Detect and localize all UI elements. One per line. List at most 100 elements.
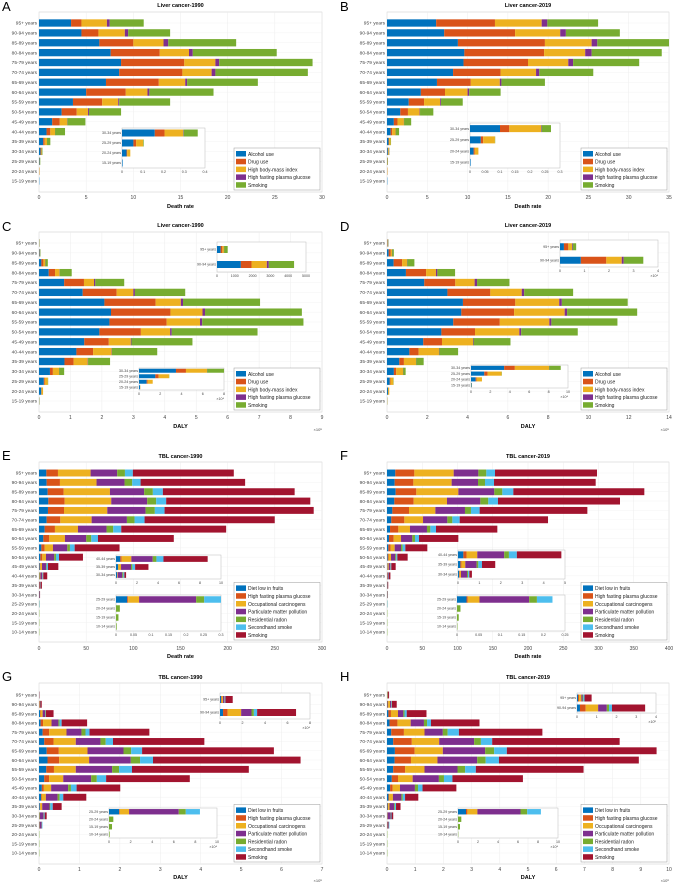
inset-bar-segment	[155, 374, 159, 379]
bar-segment	[39, 88, 87, 96]
bar-segment	[119, 98, 171, 106]
y-tick-label: 75-79 years	[12, 280, 38, 286]
bar-segment	[416, 357, 424, 366]
bar-segment	[184, 58, 216, 67]
inset-bar-segment	[122, 572, 124, 578]
bar-segment	[519, 328, 522, 336]
inset-x-tick-label: 0	[457, 581, 459, 585]
bar-segment	[515, 29, 561, 37]
y-tick-label: 50-54 years	[360, 110, 386, 116]
bar-segment	[430, 719, 480, 727]
bar-segment	[387, 719, 390, 727]
bar-segment	[387, 535, 389, 542]
inset-bar-segment	[196, 596, 205, 603]
bar-segment	[113, 525, 122, 533]
bar-segment	[49, 775, 64, 783]
y-tick-label: 65-69 years	[360, 748, 386, 754]
legend-swatch	[583, 608, 593, 615]
legend-swatch	[236, 815, 246, 821]
legend-box	[233, 147, 321, 191]
inset-x-tick-label: 0	[470, 390, 472, 394]
y-tick-label: 70-74 years	[360, 70, 386, 76]
inset-bar-segment	[139, 596, 197, 603]
legend-label: Drug use	[595, 160, 616, 166]
legend-label: Diet low in fruits	[248, 808, 284, 814]
bar-segment	[40, 700, 42, 708]
inset-bar-segment	[621, 256, 624, 264]
bar-segment	[387, 278, 425, 287]
bar-segment	[63, 506, 108, 514]
bar-segment	[88, 357, 111, 366]
bar-segment	[97, 535, 174, 542]
inset-bar-segment	[119, 809, 130, 815]
y-tick-label: 85-89 years	[360, 489, 386, 495]
y-tick-label: 75-79 years	[12, 508, 38, 514]
bar-segment	[153, 756, 301, 764]
bar-segment	[40, 812, 44, 820]
bar-segment	[513, 488, 645, 496]
bar-segment	[395, 127, 400, 136]
x-tick-label: 100	[453, 646, 462, 652]
legend-swatch	[236, 394, 246, 400]
bar-segment	[39, 48, 111, 57]
bar-segment	[411, 738, 440, 745]
inset-plot-area	[470, 364, 569, 389]
legend-swatch	[583, 838, 593, 845]
bar-segment	[387, 525, 391, 533]
inset-bar-segment	[478, 561, 482, 568]
bar-segment	[109, 19, 144, 27]
bar-segment	[60, 516, 92, 524]
inset-bar-segment	[466, 551, 478, 559]
inset-bar-segment	[481, 561, 496, 568]
y-tick-label: 25-29 years	[360, 823, 386, 829]
bar-segment	[388, 691, 390, 699]
bar-segment	[74, 544, 120, 552]
y-tick-label: 20-24 years	[360, 611, 386, 617]
bar-segment	[170, 308, 203, 316]
y-tick-label: 60-64 years	[12, 536, 38, 542]
y-tick-label: 30-34 years	[360, 369, 386, 375]
bar-segment	[44, 377, 48, 385]
inset-bar-segment	[476, 561, 479, 568]
bar-segment	[405, 765, 425, 773]
y-tick-label: 30-34 years	[360, 814, 386, 820]
legend-swatch	[236, 823, 246, 829]
bar-segment	[597, 39, 669, 47]
bar-segment	[163, 39, 169, 47]
bar-segment	[69, 544, 75, 552]
bar-segment	[387, 756, 395, 764]
bar-segment	[39, 288, 83, 297]
y-tick-label: 15-19 years	[12, 399, 38, 405]
inset-x-tick-label: 8	[537, 840, 539, 844]
legend-swatch	[583, 807, 593, 813]
y-tick-label: 40-44 years	[360, 129, 386, 135]
bar-segment	[387, 553, 388, 561]
inset-bar-segment	[120, 556, 122, 562]
inset-x-tick-label: 0.25	[200, 633, 207, 637]
legend-label: High body-mass index	[595, 167, 645, 173]
bar-segment	[45, 553, 55, 561]
bar-segment	[387, 98, 409, 106]
bar-segment	[41, 793, 42, 801]
legend-swatch	[236, 830, 246, 837]
legend-label: Particulate matter pollution	[248, 610, 307, 616]
bar-segment	[436, 19, 495, 27]
bar-segment	[54, 525, 78, 533]
bar-segment	[423, 338, 442, 346]
bar-segment	[389, 803, 395, 810]
inset-bar-segment	[457, 614, 459, 621]
y-tick-label: 85-89 years	[12, 489, 38, 495]
inset-bar-segment	[473, 147, 475, 155]
bar-segment	[39, 765, 47, 773]
inset-bar-segment	[116, 596, 128, 603]
legend-label: Residential radon	[248, 617, 287, 623]
x-axis-label: DALY	[173, 424, 188, 430]
x-tick-label: 2	[100, 415, 103, 421]
bar-segment	[205, 308, 302, 316]
inset-bar-segment	[266, 261, 269, 268]
bar-segment	[387, 48, 465, 57]
bar-segment	[453, 318, 500, 326]
bar-segment	[44, 738, 54, 745]
bar-segment	[40, 553, 43, 561]
inset-bar-segment	[224, 696, 226, 703]
